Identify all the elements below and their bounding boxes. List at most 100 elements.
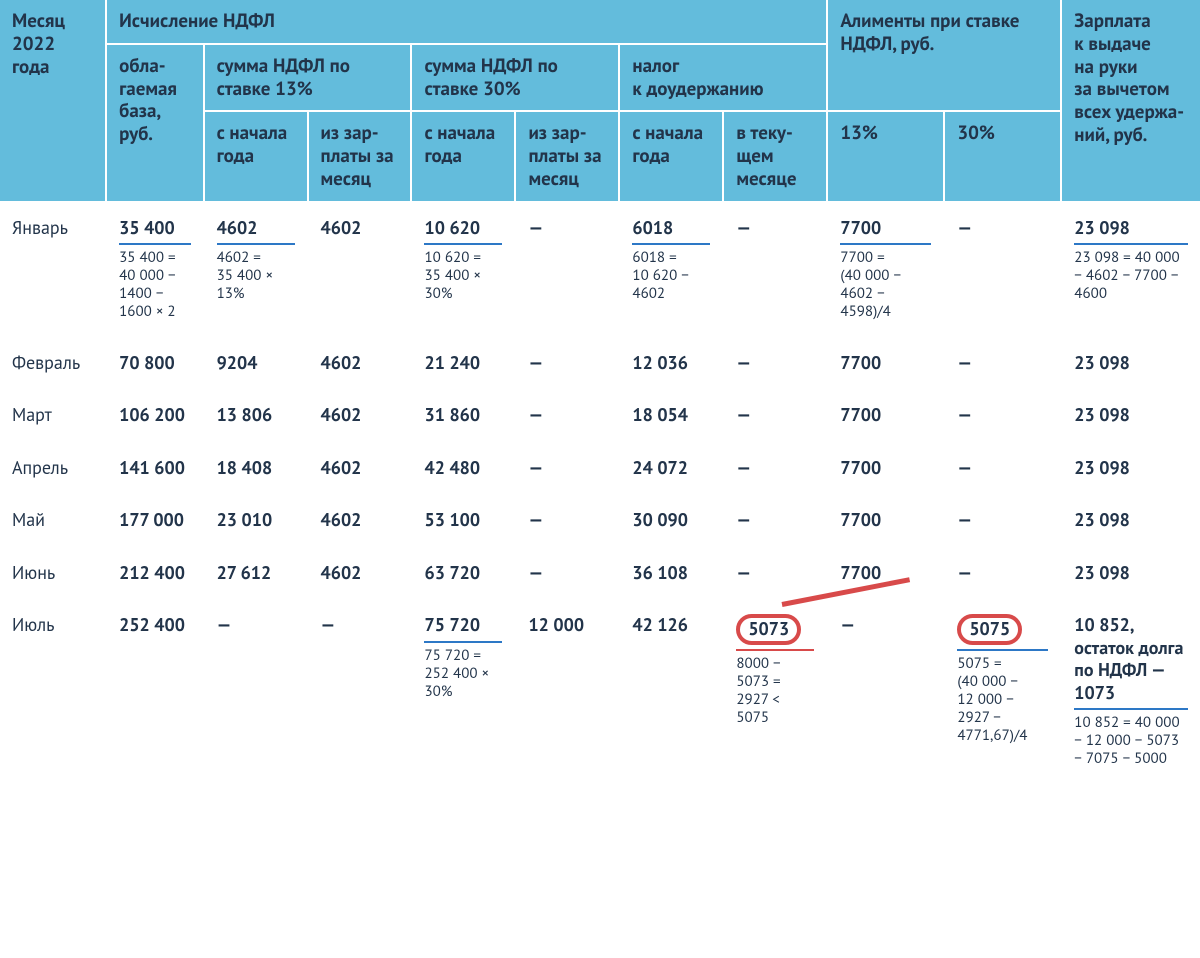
- cell-exy: 36 108: [619, 547, 723, 600]
- hdr-alimony-group: Алименты при ставке НДФЛ, руб.: [827, 0, 1061, 111]
- cell-n30m: 12 000: [515, 599, 619, 784]
- table-row: Июль252 400——75 72075 720 = 252 400 × 30…: [0, 599, 1200, 784]
- cell-month: Июль: [0, 599, 106, 784]
- cell-zp: 23 098: [1061, 337, 1200, 390]
- hdr-ndfl13-ytd: с нача­ла года: [204, 111, 308, 201]
- table-row: Февраль70 8009204460221 240—12 036—7700—…: [0, 337, 1200, 390]
- cell-n13m: 4602: [308, 442, 412, 495]
- cell-month: Февраль: [0, 337, 106, 390]
- cell-exy: 18 054: [619, 389, 723, 442]
- hdr-ndfl-group: Исчисление НДФЛ: [106, 0, 827, 44]
- cell-a30: —: [944, 389, 1061, 442]
- cell-n13m: 4602: [308, 494, 412, 547]
- cell-base: 141 600: [106, 442, 203, 495]
- cell-n13y: —: [204, 599, 308, 784]
- cell-n30y: 31 860: [411, 389, 515, 442]
- cell-base: 35 40035 400 = 40 000 − 1400 − 1600 × 2: [106, 202, 203, 337]
- cell-n30y: 42 480: [411, 442, 515, 495]
- cell-n13y: 23 010: [204, 494, 308, 547]
- cell-n13y: 27 612: [204, 547, 308, 600]
- cell-n30m: —: [515, 337, 619, 390]
- cell-n30m: —: [515, 389, 619, 442]
- cell-exm: —: [723, 202, 827, 337]
- hdr-extra: налог к доудержанию: [619, 44, 827, 112]
- cell-a30: —: [944, 337, 1061, 390]
- cell-n30y: 53 100: [411, 494, 515, 547]
- cell-zp: 23 098: [1061, 547, 1200, 600]
- hdr-extra-m: в теку­щем месяце: [723, 111, 827, 201]
- cell-exm: —: [723, 494, 827, 547]
- cell-a30: —: [944, 442, 1061, 495]
- cell-a13: 7700: [827, 337, 944, 390]
- cell-zp: 23 098: [1061, 494, 1200, 547]
- cell-exm: —: [723, 337, 827, 390]
- cell-zp: 10 852, остаток долга по НДФЛ — 107310 8…: [1061, 599, 1200, 784]
- hdr-extra-ytd: с нача­ла года: [619, 111, 723, 201]
- cell-n13m: 4602: [308, 337, 412, 390]
- cell-zp: 23 098: [1061, 389, 1200, 442]
- table-row: Май177 00023 010460253 100—30 090—7700—2…: [0, 494, 1200, 547]
- cell-n30y: 21 240: [411, 337, 515, 390]
- table-row: Март106 20013 806460231 860—18 054—7700—…: [0, 389, 1200, 442]
- cell-base: 177 000: [106, 494, 203, 547]
- cell-a30: —: [944, 547, 1061, 600]
- cell-base: 212 400: [106, 547, 203, 600]
- cell-exm: —: [723, 389, 827, 442]
- cell-a13: —: [827, 599, 944, 784]
- payroll-table: Месяц 2022 года Исчисление НДФЛ Алименты…: [0, 0, 1200, 785]
- cell-base: 106 200: [106, 389, 203, 442]
- cell-n13m: 4602: [308, 202, 412, 337]
- cell-n30m: —: [515, 442, 619, 495]
- table-row: Январь35 40035 400 = 40 000 − 1400 − 160…: [0, 202, 1200, 337]
- hdr-ndfl13-m: из зар­платы за месяц: [308, 111, 412, 201]
- cell-a30: 50755075 = (40 000 − 12 000 − 2927 − 477…: [944, 599, 1061, 784]
- cell-n30y: 63 720: [411, 547, 515, 600]
- cell-zp: 23 098: [1061, 442, 1200, 495]
- cell-n13m: 4602: [308, 389, 412, 442]
- cell-a13: 77007700 = (40 000 − 4602 − 4598)/4: [827, 202, 944, 337]
- hdr-ndfl30-m: из зар­платы за месяц: [515, 111, 619, 201]
- cell-n30m: —: [515, 202, 619, 337]
- hdr-base: обла­гаемая база, руб.: [106, 44, 203, 202]
- cell-a13: 7700: [827, 494, 944, 547]
- cell-month: Июнь: [0, 547, 106, 600]
- cell-exy: 60186018 = 10 620 − 4602: [619, 202, 723, 337]
- hdr-al13: 13%: [827, 111, 944, 201]
- cell-n30y: 75 72075 720 = 252 400 × 30%: [411, 599, 515, 784]
- cell-zp: 23 09823 098 = 40 000 − 4602 − 7700 − 46…: [1061, 202, 1200, 337]
- cell-exy: 12 036: [619, 337, 723, 390]
- hdr-salary: Зарплата к выдаче на руки за выче­том вс…: [1061, 0, 1200, 202]
- cell-exy: 24 072: [619, 442, 723, 495]
- cell-exy: 42 126: [619, 599, 723, 784]
- hdr-ndfl30-ytd: с нача­ла года: [411, 111, 515, 201]
- cell-a13: 7700: [827, 442, 944, 495]
- hdr-ndfl13: сумма НДФЛ по ставке 13%: [204, 44, 412, 112]
- cell-exm: —: [723, 547, 827, 600]
- cell-exy: 30 090: [619, 494, 723, 547]
- cell-n13y: 13 806: [204, 389, 308, 442]
- cell-month: Январь: [0, 202, 106, 337]
- hdr-ndfl30: сумма НДФЛ по ставке 30%: [411, 44, 619, 112]
- cell-exm: 50738000 − 5073 = 2927 < 5075: [723, 599, 827, 784]
- cell-n13m: 4602: [308, 547, 412, 600]
- cell-n13y: 18 408: [204, 442, 308, 495]
- cell-n13y: 46024602 = 35 400 × 13%: [204, 202, 308, 337]
- table-row: Апрель141 60018 408460242 480—24 072—770…: [0, 442, 1200, 495]
- cell-a13: 7700: [827, 389, 944, 442]
- cell-n30m: —: [515, 494, 619, 547]
- cell-month: Май: [0, 494, 106, 547]
- cell-month: Апрель: [0, 442, 106, 495]
- cell-exm: —: [723, 442, 827, 495]
- cell-month: Март: [0, 389, 106, 442]
- hdr-al30: 30%: [944, 111, 1061, 201]
- cell-base: 252 400: [106, 599, 203, 784]
- cell-n13y: 9204: [204, 337, 308, 390]
- cell-n30y: 10 62010 620 = 35 400 × 30%: [411, 202, 515, 337]
- cell-n30m: —: [515, 547, 619, 600]
- cell-base: 70 800: [106, 337, 203, 390]
- hdr-month: Месяц 2022 года: [0, 0, 106, 202]
- cell-n13m: —: [308, 599, 412, 784]
- table-row: Июнь212 40027 612460263 720—36 108—7700—…: [0, 547, 1200, 600]
- cell-a30: —: [944, 202, 1061, 337]
- cell-a30: —: [944, 494, 1061, 547]
